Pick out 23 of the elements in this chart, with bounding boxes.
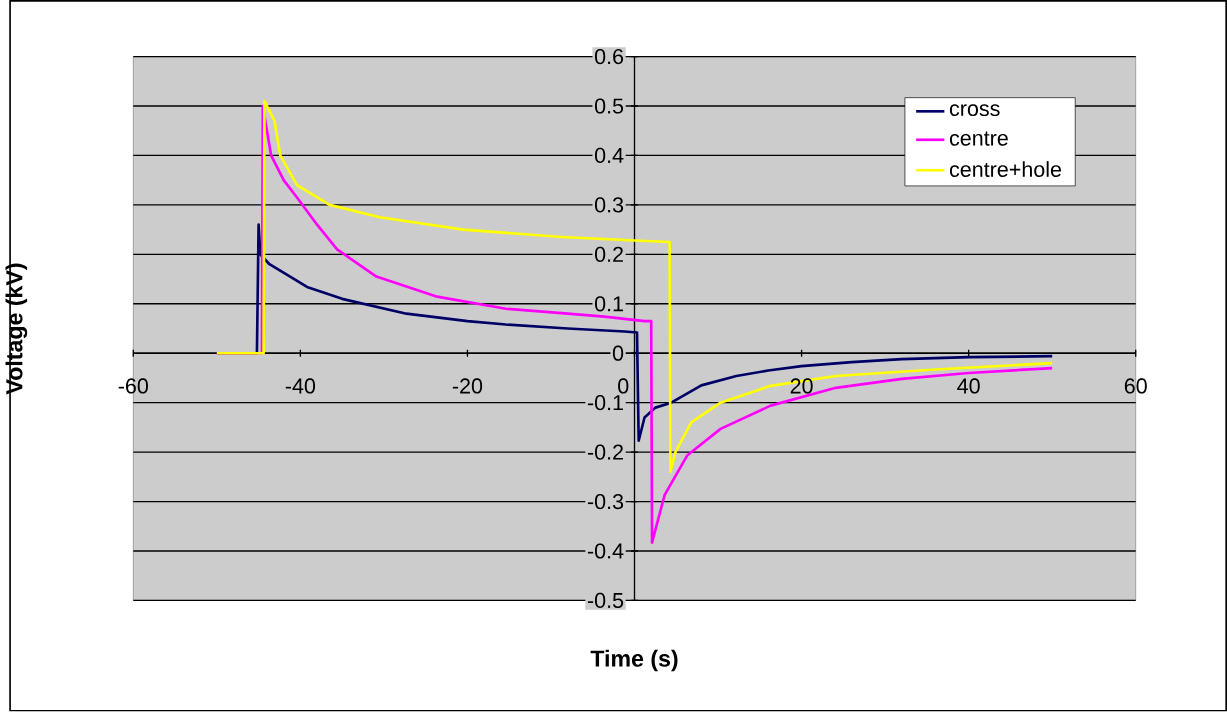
x-axis-title: Time (s) [590, 649, 678, 672]
legend-label: centre+hole [949, 161, 1062, 178]
y-tick-label: 0.6 [594, 49, 624, 65]
y-axis-title: Voltage (kV) [5, 263, 28, 395]
legend-label: cross [949, 104, 1000, 117]
x-tick-label: -60 [118, 378, 148, 394]
x-tick-label: -20 [452, 378, 483, 394]
legend-label: centre [949, 131, 1008, 146]
y-tick-label: 0.4 [594, 148, 624, 164]
y-tick-label: 0.1 [594, 296, 623, 312]
y-tick-label: 0.2 [594, 246, 623, 263]
y-tick-label: -0.5 [587, 593, 624, 609]
y-tick-label: -0.4 [587, 543, 624, 559]
y-tick-label: 0.3 [594, 197, 624, 213]
x-tick-label: 20 [790, 378, 813, 394]
x-tick-label: 40 [957, 378, 980, 394]
y-tick-label: 0 [612, 345, 624, 362]
y-tick-label: -0.2 [587, 444, 623, 460]
y-tick-label: 0.5 [594, 98, 624, 114]
x-tick-label: 60 [1124, 378, 1147, 394]
y-tick-label: -0.1 [587, 395, 623, 411]
y-tick-label: -0.3 [587, 494, 624, 510]
x-tick-label: -40 [285, 378, 316, 394]
